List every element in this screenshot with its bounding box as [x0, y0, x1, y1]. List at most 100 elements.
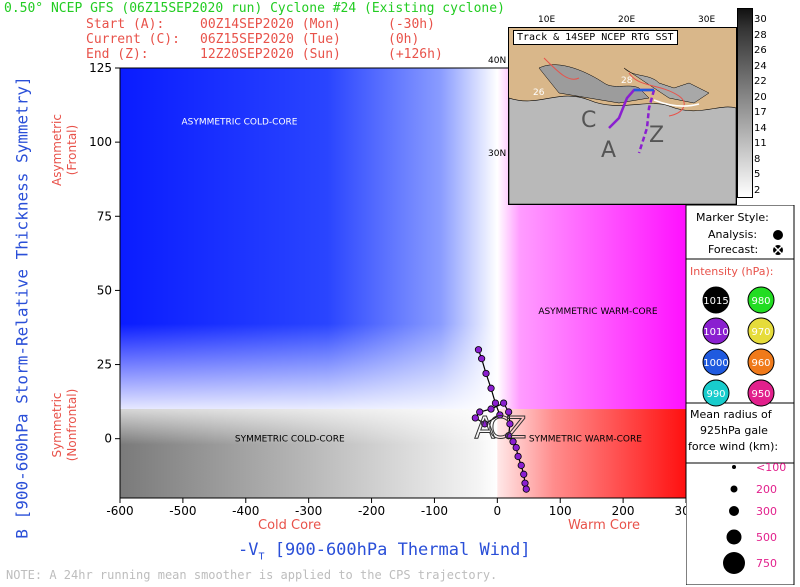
current-label: Current (C): — [86, 32, 180, 47]
inset-z-label: Z — [649, 123, 665, 148]
asymmetric-cold-fade — [120, 68, 498, 410]
track-start-label: A — [474, 411, 495, 446]
radius-title-line2: 925hPa gale — [700, 424, 768, 437]
legend-panel: Marker Style: Analysis: Forecast: Intens… — [686, 205, 795, 585]
intensity-value: 1015 — [703, 296, 728, 307]
track-point — [522, 485, 530, 493]
intensity-value: 1010 — [703, 327, 728, 338]
y-tick-label: 75 — [97, 209, 112, 223]
inset-map-svg — [509, 57, 736, 204]
intensity-circle — [747, 317, 775, 345]
x-axis-label: -VT [900-600hPa Thermal Wind] — [238, 540, 531, 563]
track-point — [476, 408, 484, 416]
track-point — [520, 470, 528, 478]
end-date: 12Z20SEP2020 (Sun) — [200, 47, 341, 62]
intensity-box — [686, 258, 795, 404]
quadrant-label: ASYMMETRIC COLD-CORE — [181, 117, 297, 127]
track-point — [514, 452, 522, 461]
lon-label-20e: 20E — [618, 15, 636, 25]
track-point — [487, 384, 495, 392]
inset-map: Track & 14SEP NCEP RTG SST 26 28 A Z C — [508, 27, 737, 205]
track-point — [478, 355, 486, 363]
track-point — [505, 408, 513, 416]
colorbar-tick-label: 8 — [754, 153, 761, 165]
intensity-circle — [747, 348, 775, 376]
current-offset: (0h) — [388, 32, 420, 47]
cold-core-label: Cold Core — [258, 518, 322, 533]
inset-map-title: Track & 14SEP NCEP RTG SST — [513, 30, 678, 45]
intensity-value: 980 — [751, 296, 770, 307]
intensity-circle — [747, 286, 775, 314]
y-tick-label: 25 — [97, 358, 112, 372]
forecast-label: Forecast: — [708, 243, 758, 256]
x-tick-label: -300 — [295, 504, 322, 518]
track-current-label: C — [488, 411, 509, 446]
colorbar-tick-label: 2 — [754, 184, 761, 196]
intensity-circle — [702, 379, 730, 407]
marker-style-title: Marker Style: — [696, 211, 769, 224]
radius-title-line1: Mean radius of — [690, 408, 773, 421]
radius-marker — [732, 465, 736, 469]
intensity-circle — [702, 348, 730, 376]
inset-sst-label-26: 26 — [533, 88, 545, 98]
asymmetric-label-line1: Asymmetric — [50, 114, 64, 186]
track-point — [509, 438, 517, 446]
colorbar-tick-label: 14 — [754, 122, 767, 134]
start-label: Start (A): — [86, 17, 165, 32]
track-point — [506, 420, 514, 428]
colorbar-tick-label: 28 — [754, 29, 767, 41]
radius-value: 200 — [756, 483, 777, 496]
inset-sst-label-28: 28 — [621, 76, 633, 86]
colorbar-tick-label: 26 — [754, 45, 767, 56]
asymmetric-label-line2: (Frontal) — [65, 124, 79, 176]
x-tick-label: -600 — [106, 504, 133, 518]
track-point — [482, 369, 490, 378]
analysis-label: Analysis: — [708, 228, 757, 241]
radius-marker — [729, 506, 739, 516]
quadrant-label: SYMMETRIC COLD-CORE — [235, 435, 345, 445]
radius-marker — [726, 529, 742, 545]
warm-core-label: Warm Core — [568, 518, 640, 533]
start-date: 00Z14SEP2020 (Mon) — [200, 17, 341, 32]
intensity-value: 960 — [751, 358, 770, 369]
symmetric-label-line1: Symmetric — [50, 392, 64, 458]
radius-value: <100 — [756, 461, 786, 474]
inset-a-label: A — [601, 138, 617, 163]
radius-title-line3: force wind (km): — [688, 440, 778, 453]
track-point — [505, 432, 513, 440]
track-point — [474, 346, 483, 354]
lat-label-40n: 40N — [488, 56, 507, 66]
quadrant-label: SYMMETRIC WARM-CORE — [529, 435, 642, 445]
intensity-circle — [747, 379, 775, 407]
chart-title: 0.50° NCEP GFS (06Z15SEP2020 run) Cyclon… — [4, 1, 505, 16]
colorbar-tick-label: 20 — [754, 91, 767, 103]
x-tick-label: -200 — [358, 504, 385, 518]
colorbar-tick-label: 24 — [754, 60, 767, 72]
x-tick-label: 200 — [612, 504, 635, 518]
y-tick-label: 50 — [97, 283, 112, 297]
track-point — [512, 443, 520, 452]
intensity-circle — [702, 286, 730, 314]
x-tick-label: 0 — [494, 504, 502, 518]
colorbar-tick-label: 11 — [754, 138, 767, 149]
x-tick-label: -400 — [232, 504, 259, 518]
intensity-title: Intensity (hPa): — [690, 265, 774, 278]
x-tick-label: -100 — [421, 504, 448, 518]
sst-colorbar — [737, 8, 753, 198]
intensity-value: 950 — [751, 389, 770, 400]
y-axis-label: B [900-600hPa Storm-Relative Thickness S… — [12, 76, 32, 539]
intensity-value: 1000 — [703, 358, 728, 369]
colorbar-tick-label: 17 — [754, 107, 767, 118]
colorbar-tick-label: 30 — [754, 14, 767, 25]
track-point — [471, 414, 479, 422]
x-tick-label: 100 — [549, 504, 572, 518]
track-point — [496, 411, 504, 419]
start-offset: (-30h) — [388, 17, 435, 32]
x-axis-label-sub: T — [258, 551, 265, 563]
symmetric-label: Symmetric (Nonfrontal) — [50, 345, 80, 505]
lon-label-30e: 30E — [698, 15, 716, 25]
analysis-marker-icon — [773, 230, 783, 240]
radius-marker — [730, 485, 738, 493]
x-axis-label-text: [900-600hPa Thermal Wind] — [274, 540, 531, 560]
